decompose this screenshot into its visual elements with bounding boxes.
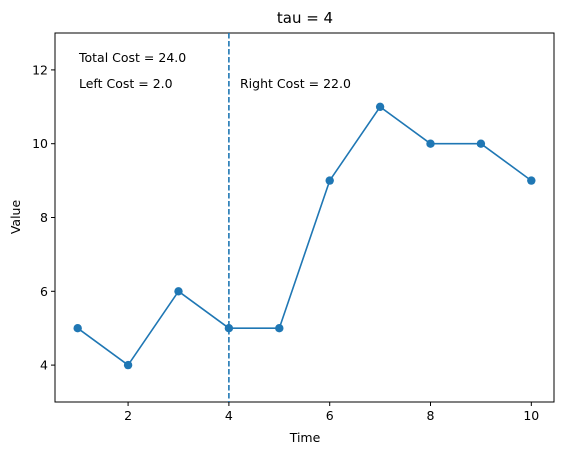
plot-area: 2 4 6 8 10 4 6 8 10 12 [32, 32, 555, 423]
y-tick-label: 6 [40, 284, 48, 299]
y-axis-label: Value [8, 200, 23, 235]
total-cost-annotation: Total Cost = 24.0 [78, 50, 186, 65]
right-cost-annotation: Right Cost = 22.0 [240, 76, 351, 91]
data-point [224, 324, 234, 333]
data-point [123, 360, 133, 370]
x-axis-label: Time [289, 430, 321, 445]
y-tick-label: 4 [40, 358, 48, 373]
x-tick-label: 10 [523, 408, 539, 423]
y-tick-label: 12 [32, 62, 48, 77]
chart-title: tau = 4 [277, 9, 333, 27]
x-tick-label: 4 [225, 408, 233, 423]
data-point [476, 139, 486, 148]
y-tick-label: 8 [40, 210, 48, 225]
y-tick-label: 10 [32, 136, 48, 151]
x-tick-label: 6 [326, 408, 334, 423]
data-point [375, 102, 385, 112]
data-point [527, 176, 536, 185]
data-point [174, 287, 183, 296]
x-tick-label: 8 [427, 408, 435, 423]
series-line [77, 106, 532, 366]
left-cost-annotation: Left Cost = 2.0 [79, 76, 173, 91]
data-point [426, 139, 435, 148]
x-tick-label: 2 [124, 408, 132, 423]
data-point [325, 176, 334, 185]
data-point [275, 324, 284, 333]
data-point [73, 324, 82, 333]
